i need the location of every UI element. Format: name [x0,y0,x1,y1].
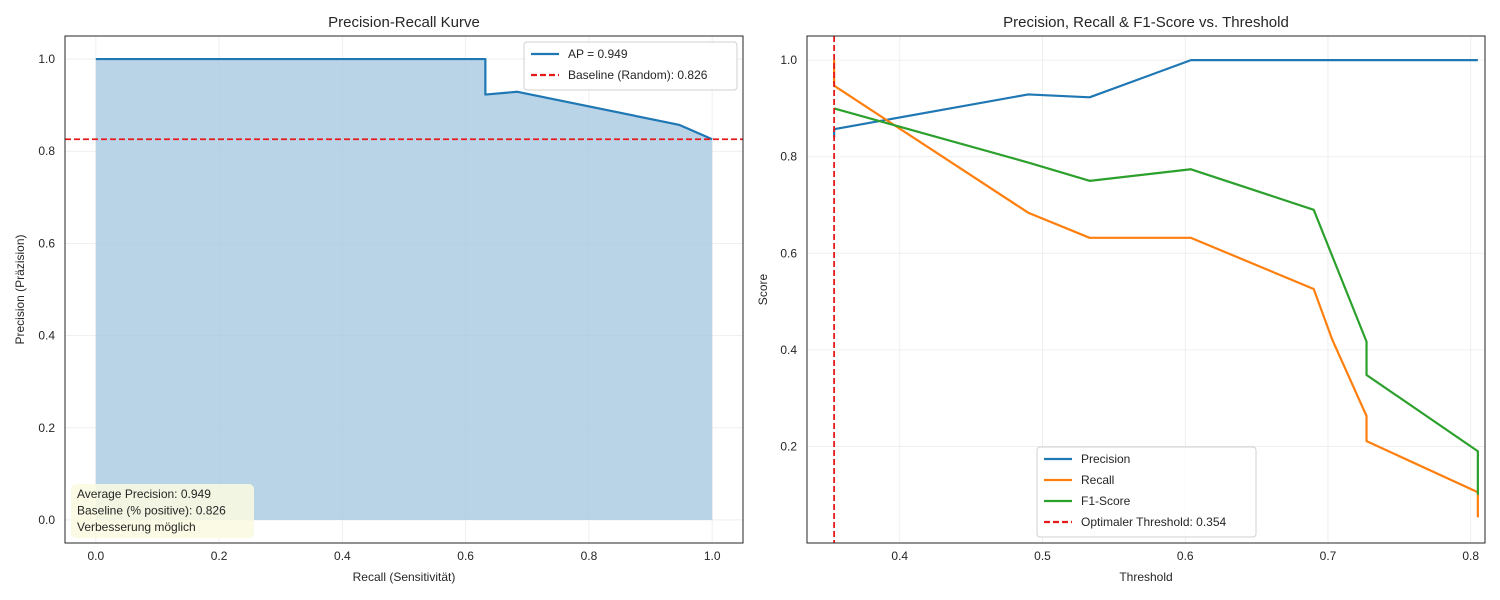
annotation-background [71,484,254,538]
y-tick-label: 0.0 [38,513,55,527]
y-tick-label: 0.6 [38,236,55,250]
legend-entry: Optimaler Threshold: 0.354 [1081,515,1227,529]
y-tick-label: 0.4 [38,329,55,343]
precision-recall-panel: 0.0 0.2 0.4 0.6 0.8 1.0 0.0 0.2 0.4 0.6 0.8 1.0 Prec… [13,14,744,584]
annotation-line: Verbesserung möglich [77,520,196,534]
x-tick-label: 0.2 [211,549,228,563]
y-tick-label: 0.4 [780,343,797,357]
threshold-panel: 0.4 0.5 0.6 0.7 0.8 0.2 0.4 0.6 0.8 1.0 Precision,… [756,14,1486,584]
x-tick-label: 0.7 [1320,549,1337,563]
y-tick-label: 0.2 [780,439,797,453]
y-tick-label: 0.6 [780,246,797,260]
legend-entry: Baseline (Random): 0.826 [568,68,708,82]
series-line [95,57,713,141]
y-tick-label: 0.2 [38,421,55,435]
x-tick-label: 0.8 [1462,549,1479,563]
annotation-line: Baseline (% positive): 0.826 [77,504,226,518]
axes-frame [64,35,744,544]
y-tick-label: 1.0 [780,53,797,67]
chart-title: Precision-Recall Kurve [328,14,480,31]
y-tick-label: 1.0 [38,52,55,66]
legend: AP = 0.949 Baseline (Random): 0.826 [523,41,738,91]
legend-box [523,41,738,91]
y-axis-label: Precision (Präzision) [13,234,27,344]
x-tick-label: 0.0 [87,549,104,563]
legend-entry: Recall [1081,473,1114,487]
legend-entry: F1-Score [1081,494,1131,508]
x-tick-label: 1.0 [704,549,721,563]
x-axis-label: Threshold [1119,570,1172,584]
x-tick-label: 0.6 [1177,549,1194,563]
plot-area [833,36,1479,543]
legend-box [1036,446,1257,538]
x-axis-label: Recall (Sensitivität) [353,570,456,584]
y-axis-label: Score [756,274,770,306]
series-line-f1-score [833,107,1479,495]
series-line-recall [833,60,1479,518]
x-tick-label: 0.6 [457,549,474,563]
y-tick-label: 0.8 [38,144,55,158]
legend-entry: AP = 0.949 [568,47,628,61]
y-tick-label: 0.8 [780,150,797,164]
annotation-box: Average Precision: 0.949 Baseline (% posi… [71,484,254,538]
x-tick-label: 0.8 [581,549,598,563]
plot-area [65,57,743,520]
axes-frame [806,35,1486,544]
x-tick-label: 0.4 [334,549,351,563]
legend: Precision Recall F1-Score Optimaler Thresho… [1036,446,1257,538]
x-tick-label: 0.4 [891,549,908,563]
x-tick-label: 0.5 [1034,549,1051,563]
series-area-fill [95,59,713,520]
annotation-line: Average Precision: 0.949 [77,487,211,501]
gridlines [807,36,1485,543]
chart-title: Precision, Recall & F1-Score vs. Thresho… [1003,14,1289,31]
legend-entry: Precision [1081,452,1130,466]
